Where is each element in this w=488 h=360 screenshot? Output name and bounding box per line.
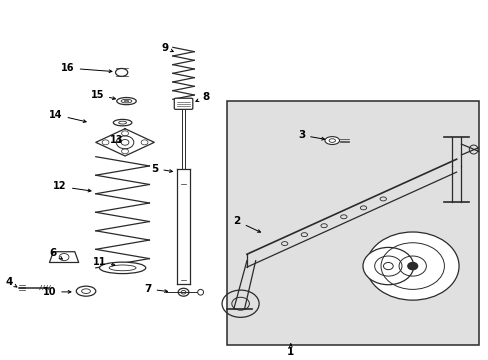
Ellipse shape bbox=[99, 262, 145, 274]
Ellipse shape bbox=[113, 120, 132, 126]
Ellipse shape bbox=[197, 289, 203, 295]
Ellipse shape bbox=[76, 286, 96, 296]
Text: 1: 1 bbox=[286, 344, 294, 357]
Text: 16: 16 bbox=[61, 63, 112, 73]
Circle shape bbox=[362, 247, 413, 285]
Text: 13: 13 bbox=[110, 135, 123, 145]
FancyBboxPatch shape bbox=[174, 98, 192, 109]
Text: 8: 8 bbox=[196, 92, 210, 102]
Circle shape bbox=[407, 262, 417, 270]
Circle shape bbox=[366, 232, 458, 300]
Text: 11: 11 bbox=[92, 257, 115, 267]
Ellipse shape bbox=[117, 98, 136, 105]
Circle shape bbox=[116, 136, 134, 149]
Text: 6: 6 bbox=[50, 248, 62, 259]
Text: 9: 9 bbox=[162, 43, 173, 53]
FancyBboxPatch shape bbox=[227, 101, 478, 345]
Text: 10: 10 bbox=[42, 287, 71, 297]
Polygon shape bbox=[49, 252, 79, 262]
Text: 14: 14 bbox=[49, 110, 86, 122]
Ellipse shape bbox=[178, 288, 188, 296]
Text: 3: 3 bbox=[297, 130, 324, 140]
Ellipse shape bbox=[325, 136, 339, 144]
Ellipse shape bbox=[115, 68, 127, 76]
Text: 15: 15 bbox=[90, 90, 115, 100]
Text: 2: 2 bbox=[233, 216, 260, 232]
Text: 5: 5 bbox=[151, 163, 172, 174]
Text: 12: 12 bbox=[53, 181, 91, 192]
Text: 7: 7 bbox=[144, 284, 167, 294]
Text: 4: 4 bbox=[6, 277, 17, 287]
